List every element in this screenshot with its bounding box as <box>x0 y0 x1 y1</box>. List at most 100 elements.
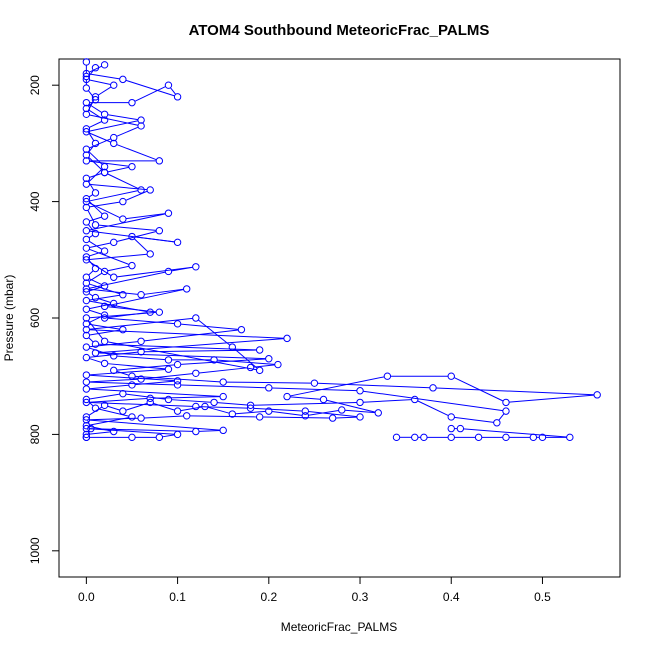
series-segment <box>98 224 157 231</box>
data-point <box>91 404 100 412</box>
data-point <box>82 151 91 159</box>
series-segment <box>144 349 257 353</box>
series-segment <box>107 312 148 319</box>
series-segment <box>87 224 94 232</box>
series-segment <box>217 359 275 365</box>
series-segment <box>135 375 221 383</box>
series-segment <box>88 200 103 215</box>
data-point <box>137 122 145 130</box>
data-point <box>502 407 510 415</box>
data-point <box>255 346 264 354</box>
series-segment <box>89 65 102 73</box>
data-point <box>110 427 118 436</box>
data-point <box>100 314 109 322</box>
data-point <box>173 407 182 415</box>
data-point <box>237 325 246 334</box>
series-segment <box>253 407 303 412</box>
data-point <box>82 110 91 118</box>
data-point <box>173 430 182 439</box>
series-segment <box>89 202 121 219</box>
data-point <box>128 162 136 171</box>
series-segment <box>89 368 166 376</box>
x-tick-label: 0.0 <box>78 590 95 604</box>
data-point <box>538 433 547 442</box>
series-segment <box>290 376 385 397</box>
series-segment <box>153 396 221 399</box>
series-segment <box>144 373 193 380</box>
series-segment <box>89 358 102 363</box>
data-point <box>192 369 200 377</box>
data-point <box>192 263 200 271</box>
data-point <box>529 433 538 442</box>
series-segment <box>98 408 129 417</box>
data-point <box>502 433 510 442</box>
data-point <box>146 250 154 258</box>
data-point <box>265 407 273 415</box>
data-point <box>82 430 91 439</box>
data-point <box>100 267 109 276</box>
series-segment <box>89 160 129 167</box>
series-segment <box>226 381 312 384</box>
y-axis: 200 400 600 800 1000 <box>28 75 59 564</box>
data-point <box>82 385 91 393</box>
series-segment <box>290 396 321 400</box>
series-segment <box>89 402 193 407</box>
series-layer <box>82 58 601 442</box>
series-segment <box>125 79 175 97</box>
series-segment <box>116 355 166 361</box>
data-point <box>128 381 136 389</box>
series-segment <box>180 384 266 389</box>
series-segment <box>88 156 103 171</box>
series-segment <box>88 240 103 250</box>
data-point <box>82 371 91 379</box>
series-segment <box>125 213 166 220</box>
data-point <box>164 267 173 276</box>
series-segment <box>107 114 139 121</box>
data-point <box>110 133 118 142</box>
series-segment <box>89 294 120 301</box>
data-point <box>137 186 145 194</box>
series-segment <box>89 213 166 231</box>
data-point <box>173 320 182 328</box>
series-segment <box>326 399 376 413</box>
data-point <box>228 410 237 418</box>
data-point <box>301 407 309 415</box>
data-point <box>146 394 154 403</box>
data-point <box>383 372 392 380</box>
data-point <box>274 360 282 369</box>
series-segment <box>153 402 175 411</box>
data-point <box>110 299 118 308</box>
data-point <box>192 314 200 322</box>
series-segment <box>89 242 111 248</box>
data-point <box>100 401 109 410</box>
series-segment <box>363 390 503 412</box>
data-point <box>110 273 118 281</box>
data-point <box>493 419 501 427</box>
series-segment <box>89 190 139 202</box>
data-point <box>183 285 191 293</box>
data-point <box>100 282 109 290</box>
x-axis-label: MeteoricFrac_PALMS <box>281 620 397 634</box>
series-segment <box>89 428 175 435</box>
data-point <box>82 104 91 113</box>
data-point <box>192 402 200 411</box>
data-point <box>192 427 200 436</box>
series-segment <box>87 180 95 191</box>
plot-frame <box>58 58 621 578</box>
series-segment <box>89 323 120 330</box>
series-segment <box>199 406 248 409</box>
data-point <box>110 139 118 148</box>
data-point <box>265 355 273 363</box>
series-segment <box>87 320 104 340</box>
data-point <box>91 229 100 238</box>
data-point <box>119 325 127 334</box>
data-point <box>447 372 455 380</box>
y-tick-label: 400 <box>28 191 42 211</box>
series-segment <box>89 309 102 315</box>
series-segment <box>88 272 103 282</box>
x-tick-label: 0.1 <box>169 590 186 604</box>
data-point <box>82 58 91 66</box>
series-segment <box>162 434 175 438</box>
series-segment <box>87 131 95 141</box>
data-point <box>356 387 364 395</box>
